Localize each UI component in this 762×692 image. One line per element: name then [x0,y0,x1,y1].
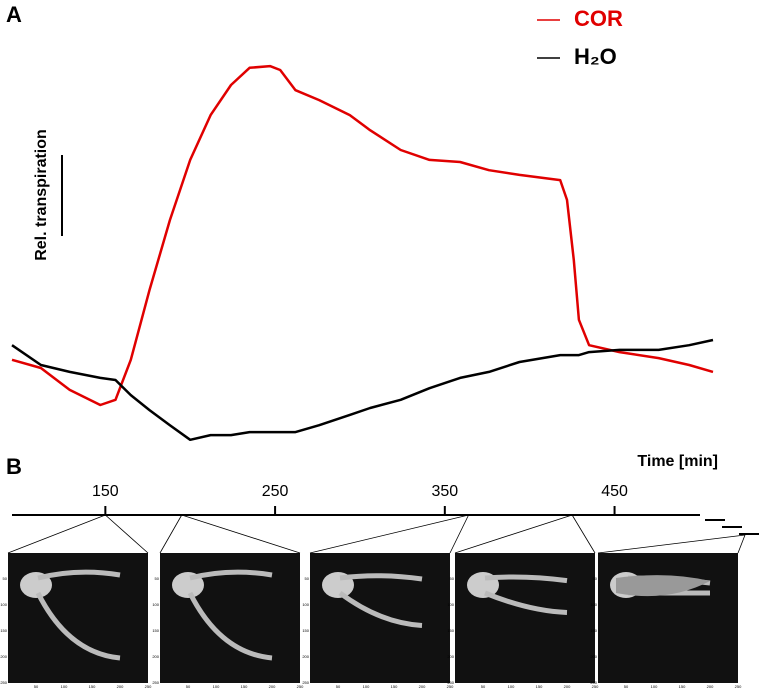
image-tick-label: 250 [0,680,7,685]
shape [187,591,273,661]
image-tick-label: 150 [391,684,398,689]
image-tick-label: 200 [269,684,276,689]
image-tick-label: 100 [590,602,597,607]
micrograph-shape [322,572,423,628]
image-tick-label: 200 [707,684,714,689]
image-tick-label: 150 [241,684,248,689]
connector [737,534,746,554]
image-tick-label: 150 [152,628,159,633]
image-tick-label: 50 [155,576,160,581]
connector [159,514,183,554]
image-tick-label: 250 [152,680,159,685]
image-tick-label: 250 [302,680,309,685]
axis-break [705,519,759,535]
shape [338,590,423,628]
data-line [11,338,714,442]
legend-label: COR [574,6,623,31]
x-tick-label: 250 [262,483,289,500]
panel-label: A [6,2,22,27]
image-tick-label: 200 [447,654,454,659]
shape [35,591,121,661]
connector [105,514,149,554]
x-tick-label: 450 [601,483,628,500]
image-tick-label: 200 [590,654,597,659]
image-tick-label: 200 [302,654,309,659]
y-axis-label: Rel. transpiration [33,129,50,261]
image-tick-label: 100 [213,684,220,689]
shape [616,575,710,597]
image-tick-label: 200 [0,654,7,659]
image-tick-label: 150 [89,684,96,689]
image-tick-label: 100 [302,602,309,607]
x-tick-label: 150 [92,483,119,500]
image-tick-label: 200 [419,684,426,689]
micrograph-shape [172,569,273,661]
connector [309,514,469,554]
connector [449,514,469,554]
image-tick-label: 50 [450,576,455,581]
shape [189,569,273,581]
connector [597,534,746,554]
micrograph-shape [20,569,121,661]
image-tick-label: 100 [0,602,7,607]
image-tick-label: 150 [447,628,454,633]
micrograph [598,553,738,683]
image-tick-label: 150 [590,628,597,633]
image-tick-label: 100 [447,602,454,607]
micrograph [455,553,595,683]
x-axis-label: Time [min] [637,453,718,470]
image-tick-label: 150 [0,628,7,633]
image-tick-label: 100 [152,602,159,607]
image-tick-label: 150 [679,684,686,689]
image-tick-label: 100 [508,684,515,689]
image-tick-label: 200 [564,684,571,689]
image-tick-label: 100 [61,684,68,689]
x-tick-label: 350 [431,483,458,500]
image-tick-label: 50 [624,684,629,689]
connector [571,514,596,554]
image-tick-label: 50 [34,684,39,689]
connector [7,514,106,554]
image-tick-label: 250 [592,684,599,689]
image-tick-label: 50 [186,684,191,689]
shape [484,590,568,615]
image-tick-label: 50 [3,576,8,581]
image-tick-label: 250 [145,684,152,689]
panel-label: B [6,454,22,479]
image-tick-label: 250 [590,680,597,685]
image-tick-label: 200 [117,684,124,689]
image-tick-label: 250 [447,684,454,689]
connector [454,514,573,554]
legend-label: H₂O [574,44,617,69]
shape [484,574,568,584]
shape [37,569,121,581]
micrograph-shape [610,572,711,598]
images [8,553,738,683]
shape [339,573,423,582]
image-tick-label: 100 [651,684,658,689]
image-tick-label: 250 [447,680,454,685]
image-tick-label: 150 [302,628,309,633]
micrograph-shape [467,572,568,615]
image-tick-label: 250 [297,684,304,689]
image-tick-label: 50 [593,576,598,581]
image-tick-label: 250 [735,684,742,689]
image-tick-label: 100 [363,684,370,689]
data-line [11,64,714,407]
image-tick-label: 150 [536,684,543,689]
image-tick-label: 50 [336,684,341,689]
image-tick-label: 50 [305,576,310,581]
image-tick-label: 200 [152,654,159,659]
image-tick-label: 50 [481,684,486,689]
connector [181,514,301,554]
